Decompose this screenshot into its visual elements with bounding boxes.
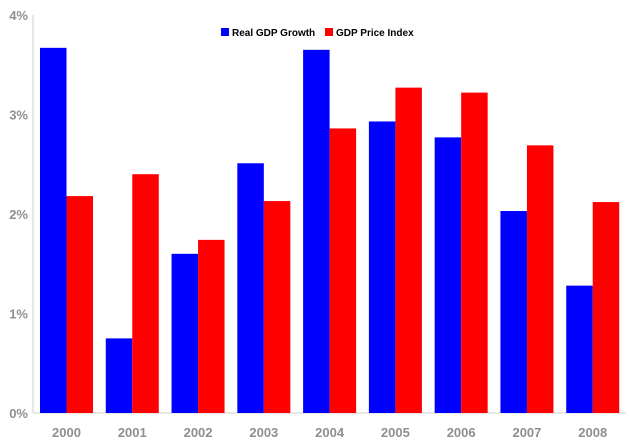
- bar-gdp-price-index-2006: [461, 92, 488, 414]
- bar-real-gdp-growth-2001: [105, 338, 133, 414]
- x-tick-label: 2001: [118, 425, 147, 440]
- y-tick-label: 4%: [9, 8, 28, 23]
- bar-real-gdp-growth-2008: [566, 285, 593, 413]
- legend-swatch: [325, 28, 333, 36]
- y-tick-label: 1%: [9, 307, 28, 322]
- bar-gdp-price-index-2007: [526, 145, 554, 413]
- y-tick-label: 2%: [9, 207, 28, 222]
- bar-gdp-price-index-2000: [66, 196, 93, 413]
- bar-real-gdp-growth-2006: [434, 137, 462, 413]
- bar-gdp-price-index-2001: [132, 174, 159, 413]
- x-tick-label: 2007: [512, 425, 541, 440]
- y-tick-label: 0%: [9, 406, 28, 421]
- bar-real-gdp-growth-2002: [171, 253, 199, 413]
- bar-gdp-price-index-2003: [263, 201, 291, 413]
- bar-real-gdp-growth-2007: [500, 211, 527, 413]
- bar-real-gdp-growth-2004: [303, 49, 330, 413]
- bar-real-gdp-growth-2000: [40, 47, 67, 413]
- legend-swatch: [221, 28, 229, 36]
- y-tick-labels: 0% 1% 2% 3% 4%: [9, 8, 28, 421]
- x-tick-label: 2008: [578, 425, 607, 440]
- x-tick-label: 2005: [381, 425, 410, 440]
- bar-real-gdp-growth-2003: [237, 163, 264, 413]
- legend-label: Real GDP Growth: [232, 28, 315, 39]
- bar-real-gdp-growth-2005: [368, 121, 396, 414]
- x-tick-label: 2004: [315, 425, 345, 440]
- x-tick-label: 2002: [184, 425, 213, 440]
- x-tick-label: 2000: [52, 425, 81, 440]
- bar-gdp-price-index-2002: [198, 239, 225, 413]
- bars: [40, 47, 620, 414]
- legend: Real GDP Growth GDP Price Index: [221, 28, 414, 39]
- x-tick-labels: 2000 2001 2002 2003 2004 2005 2006 2007 2008: [52, 425, 607, 440]
- bar-gdp-price-index-2008: [592, 202, 620, 413]
- x-tick-label: 2006: [447, 425, 476, 440]
- x-tick-label: 2003: [249, 425, 278, 440]
- legend-label: GDP Price Index: [336, 28, 414, 39]
- bar-gdp-price-index-2004: [329, 128, 357, 413]
- bar-gdp-price-index-2005: [395, 87, 422, 413]
- y-tick-label: 3%: [9, 108, 28, 123]
